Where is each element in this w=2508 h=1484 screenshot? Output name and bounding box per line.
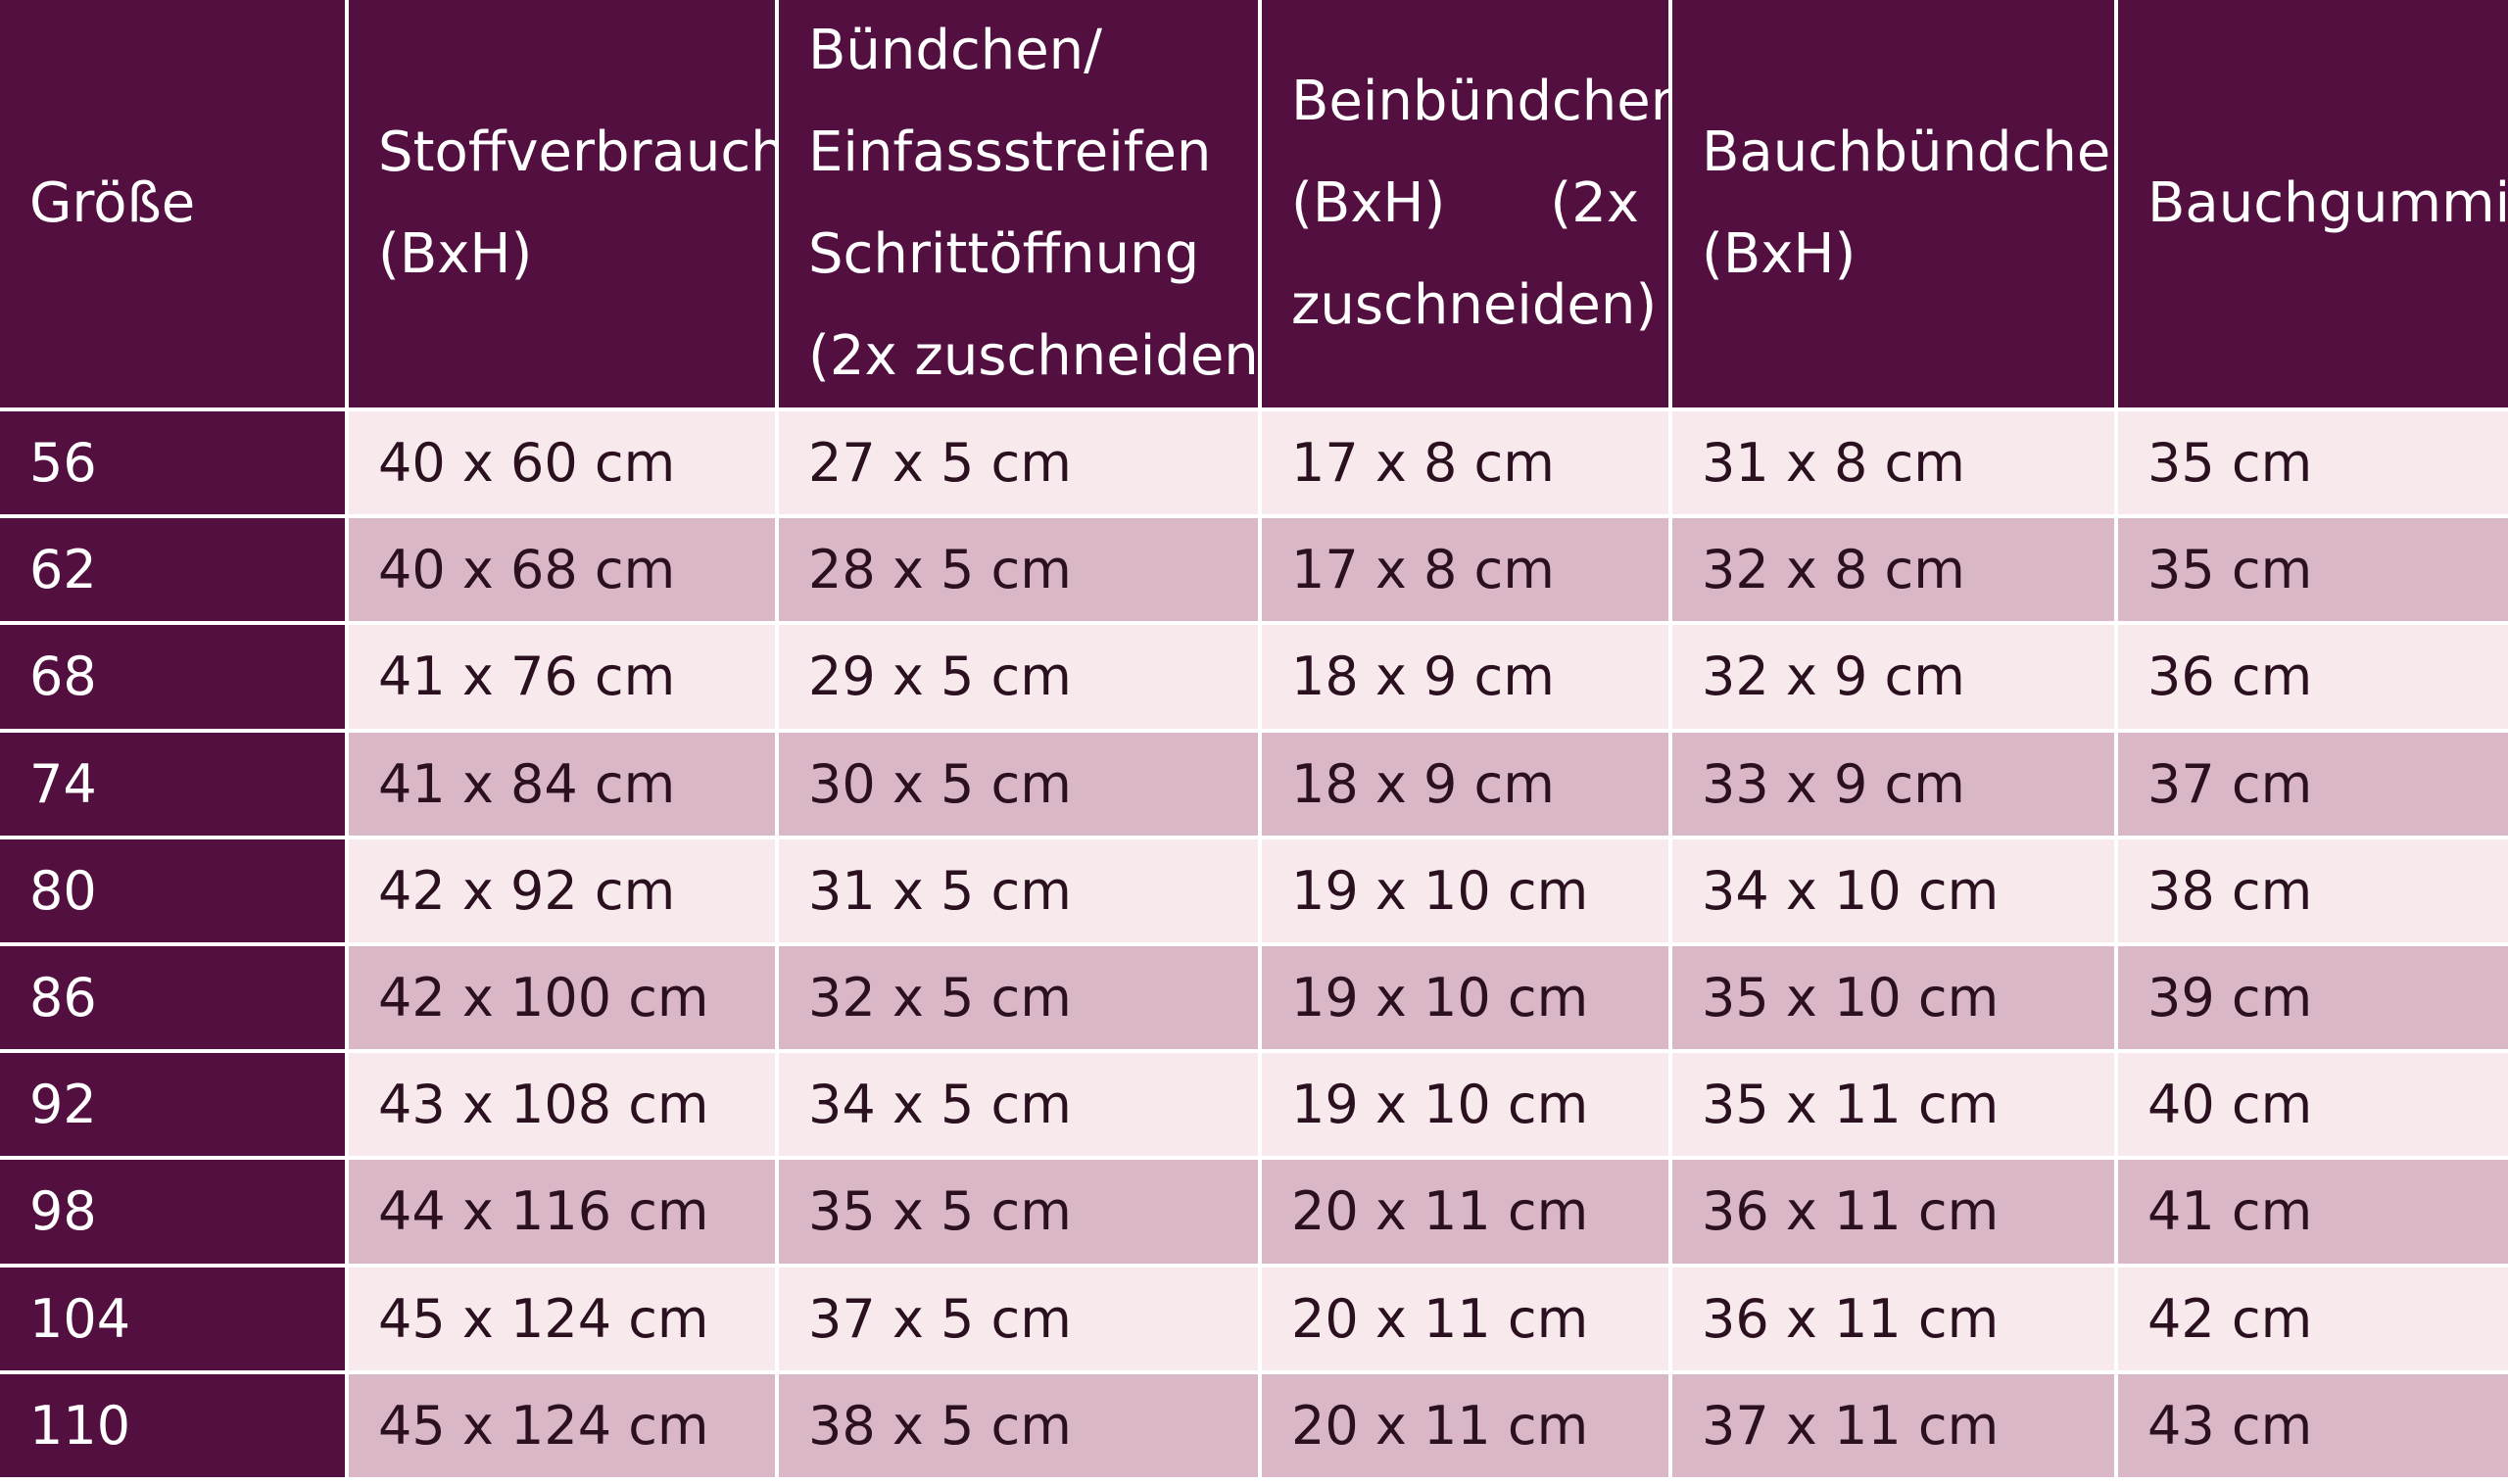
leg-cuffs-cell: 17 x 8 cm [1262, 411, 1672, 519]
header-fabric: Stoffverbrauch (BxH) [349, 0, 779, 411]
header-leg-line: zuschneiden) [1291, 273, 1658, 337]
fabric-cell: 41 x 76 cm [349, 625, 779, 733]
header-fabric-line: Stoffverbrauch [378, 120, 779, 184]
size-cell: 56 [0, 411, 349, 519]
table-row: 98 44 x 116 cm 35 x 5 cm 20 x 11 cm 36 x… [0, 1160, 2508, 1268]
header-cuffs-binding: Bündchen/ Einfassstreifen Schrittöffnung… [779, 0, 1262, 411]
cuffs-cell: 37 x 5 cm [779, 1267, 1262, 1374]
belly-cuff-cell: 31 x 8 cm [1672, 411, 2118, 519]
belly-elastic-cell: 40 cm [2118, 1053, 2508, 1161]
fabric-cell: 41 x 84 cm [349, 732, 779, 839]
header-cuffs-line: (2x zuschneiden) [808, 324, 1262, 388]
belly-cuff-cell: 36 x 11 cm [1672, 1267, 2118, 1374]
header-row: Größe Stoffverbrauch (BxH) Bündchen/ Ein… [0, 0, 2508, 411]
size-cell: 68 [0, 625, 349, 733]
cuffs-cell: 34 x 5 cm [779, 1053, 1262, 1161]
cuffs-cell: 29 x 5 cm [779, 625, 1262, 733]
leg-cuffs-cell: 18 x 9 cm [1262, 732, 1672, 839]
header-cuffs-line: Einfassstreifen [808, 120, 1212, 184]
table-row: 62 40 x 68 cm 28 x 5 cm 17 x 8 cm 32 x 8… [0, 518, 2508, 626]
leg-cuffs-cell: 19 x 10 cm [1262, 1053, 1672, 1161]
table-row: 80 42 x 92 cm 31 x 5 cm 19 x 10 cm 34 x … [0, 838, 2508, 946]
cuffs-cell: 30 x 5 cm [779, 732, 1262, 839]
leg-cuffs-cell: 19 x 10 cm [1262, 945, 1672, 1054]
size-cell: 62 [0, 518, 349, 626]
cuffs-cell: 27 x 5 cm [779, 411, 1262, 519]
belly-cuff-cell: 33 x 9 cm [1672, 732, 2118, 839]
cuffs-cell: 32 x 5 cm [779, 945, 1262, 1054]
fabric-cell: 43 x 108 cm [349, 1053, 779, 1161]
belly-elastic-cell: 42 cm [2118, 1267, 2508, 1374]
leg-cuffs-cell: 17 x 8 cm [1262, 518, 1672, 626]
fabric-cell: 42 x 100 cm [349, 945, 779, 1054]
header-leg-line: Beinbündchen [1291, 70, 1672, 133]
leg-cuffs-cell: 20 x 11 cm [1262, 1373, 1672, 1481]
size-cell: 74 [0, 732, 349, 839]
fabric-cell: 45 x 124 cm [349, 1373, 779, 1481]
table-row: 56 40 x 60 cm 27 x 5 cm 17 x 8 cm 31 x 8… [0, 411, 2508, 519]
fabric-cell: 44 x 116 cm [349, 1160, 779, 1268]
header-cuffs-line: Schrittöffnung [808, 222, 1200, 286]
belly-cuff-cell: 37 x 11 cm [1672, 1373, 2118, 1481]
size-cell: 92 [0, 1053, 349, 1161]
cuffs-cell: 31 x 5 cm [779, 838, 1262, 946]
cuffs-cell: 28 x 5 cm [779, 518, 1262, 626]
fabric-cell: 42 x 92 cm [349, 838, 779, 946]
header-belly-elastic: Bauchgummi [2118, 0, 2508, 411]
table-row: 92 43 x 108 cm 34 x 5 cm 19 x 10 cm 35 x… [0, 1053, 2508, 1161]
header-belly-cuff: Bauchbündchen (BxH) [1672, 0, 2118, 411]
size-cell: 86 [0, 945, 349, 1054]
belly-cuff-cell: 36 x 11 cm [1672, 1160, 2118, 1268]
leg-cuffs-cell: 19 x 10 cm [1262, 838, 1672, 946]
belly-elastic-cell: 38 cm [2118, 838, 2508, 946]
table-row: 110 45 x 124 cm 38 x 5 cm 20 x 11 cm 37 … [0, 1373, 2508, 1481]
size-cell: 98 [0, 1160, 349, 1268]
fabric-cell: 45 x 124 cm [349, 1267, 779, 1374]
belly-cuff-cell: 32 x 8 cm [1672, 518, 2118, 626]
header-cuffs-line: Bündchen/ [808, 19, 1103, 82]
header-belly-elastic-label: Bauchgummi [2147, 171, 2508, 235]
leg-cuffs-cell: 20 x 11 cm [1262, 1160, 1672, 1268]
table-row: 68 41 x 76 cm 29 x 5 cm 18 x 9 cm 32 x 9… [0, 625, 2508, 733]
belly-cuff-cell: 35 x 11 cm [1672, 1053, 2118, 1161]
belly-elastic-cell: 36 cm [2118, 625, 2508, 733]
leg-cuffs-cell: 20 x 11 cm [1262, 1267, 1672, 1374]
table-row: 104 45 x 124 cm 37 x 5 cm 20 x 11 cm 36 … [0, 1267, 2508, 1374]
fabric-cell: 40 x 60 cm [349, 411, 779, 519]
table-body: 56 40 x 60 cm 27 x 5 cm 17 x 8 cm 31 x 8… [0, 411, 2508, 1481]
belly-cuff-cell: 32 x 9 cm [1672, 625, 2118, 733]
belly-cuff-cell: 34 x 10 cm [1672, 838, 2118, 946]
table-row: 74 41 x 84 cm 30 x 5 cm 18 x 9 cm 33 x 9… [0, 732, 2508, 839]
belly-elastic-cell: 41 cm [2118, 1160, 2508, 1268]
header-size: Größe [0, 0, 349, 411]
table-header: Größe Stoffverbrauch (BxH) Bündchen/ Ein… [0, 0, 2508, 411]
belly-elastic-cell: 43 cm [2118, 1373, 2508, 1481]
cuffs-cell: 38 x 5 cm [779, 1373, 1262, 1481]
header-belly-cuff-line: Bauchbündchen [1702, 120, 2118, 184]
header-leg-line: (BxH) (2x [1291, 153, 1639, 255]
header-fabric-line: (BxH) [378, 222, 533, 286]
belly-elastic-cell: 37 cm [2118, 732, 2508, 839]
belly-elastic-cell: 35 cm [2118, 411, 2508, 519]
header-size-label: Größe [29, 171, 196, 235]
leg-cuffs-cell: 18 x 9 cm [1262, 625, 1672, 733]
size-cell: 80 [0, 838, 349, 946]
header-leg-cuffs: Beinbündchen (BxH) (2x zuschneiden) [1262, 0, 1672, 411]
header-leg-line-right: (2x [1550, 171, 1639, 235]
table-row: 86 42 x 100 cm 32 x 5 cm 19 x 10 cm 35 x… [0, 945, 2508, 1054]
belly-elastic-cell: 39 cm [2118, 945, 2508, 1054]
fabric-cell: 40 x 68 cm [349, 518, 779, 626]
header-leg-line-left: (BxH) [1291, 171, 1446, 235]
header-belly-cuff-line: (BxH) [1702, 222, 1857, 286]
cuffs-cell: 35 x 5 cm [779, 1160, 1262, 1268]
belly-cuff-cell: 35 x 10 cm [1672, 945, 2118, 1054]
size-cell: 104 [0, 1267, 349, 1374]
size-cell: 110 [0, 1373, 349, 1481]
belly-elastic-cell: 35 cm [2118, 518, 2508, 626]
